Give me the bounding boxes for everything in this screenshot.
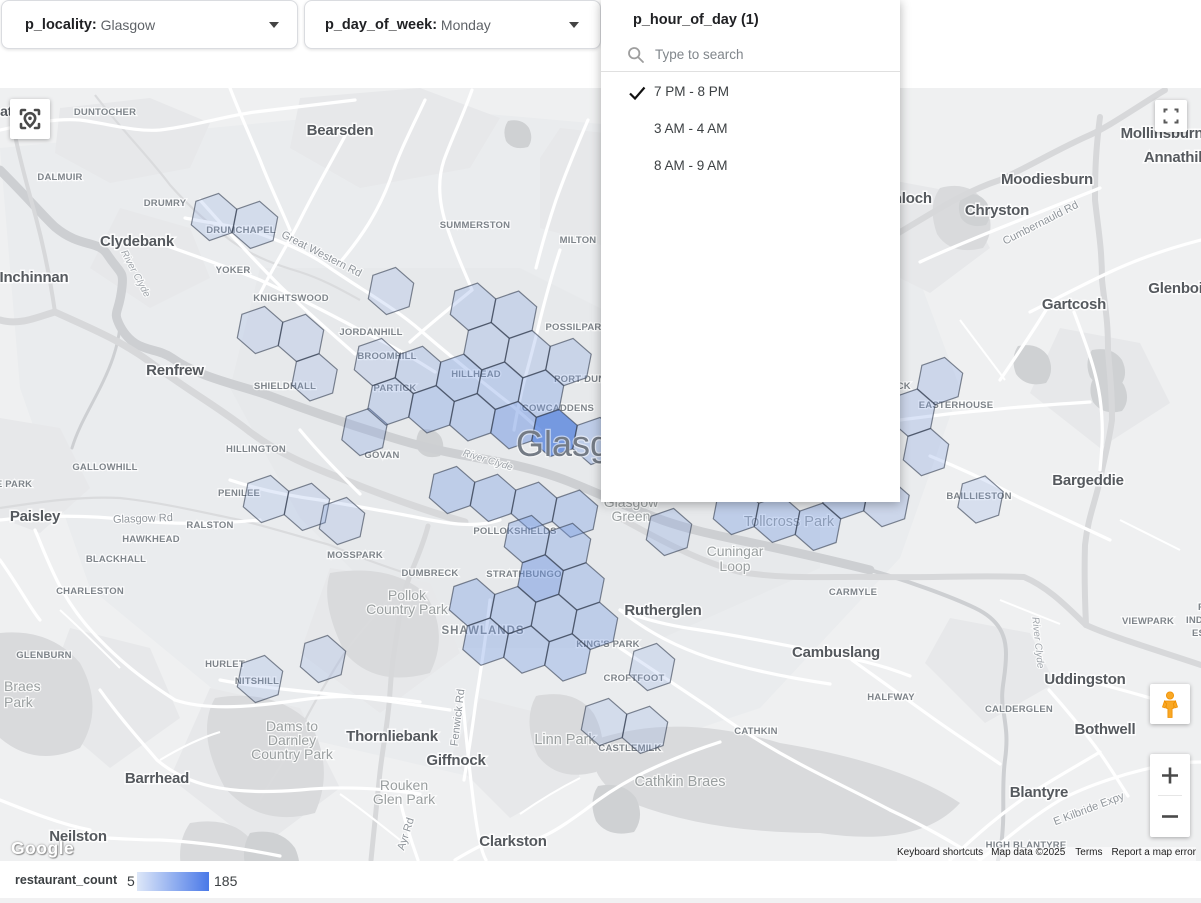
svg-text:Pollok: Pollok: [388, 587, 427, 603]
svg-text:RIG: RIG: [1198, 602, 1201, 613]
svg-text:Linn Park: Linn Park: [534, 732, 596, 748]
svg-text:GALLOWHILL: GALLOWHILL: [72, 462, 137, 473]
svg-text:CATHKIN: CATHKIN: [734, 726, 777, 737]
svg-text:SUMMERSTON: SUMMERSTON: [440, 220, 510, 231]
svg-text:DRUMRY: DRUMRY: [144, 198, 187, 209]
svg-text:INDU: INDU: [1186, 615, 1201, 626]
svg-text:Bearsden: Bearsden: [307, 122, 374, 139]
svg-text:HURLET: HURLET: [205, 659, 245, 670]
svg-text:DUMBRECK: DUMBRECK: [401, 568, 458, 579]
svg-text:Bargeddie: Bargeddie: [1052, 472, 1124, 489]
svg-text:Glen Park: Glen Park: [373, 791, 436, 807]
svg-text:Loop: Loop: [719, 558, 750, 574]
svg-text:Barrhead: Barrhead: [125, 770, 189, 787]
svg-text:POSSILPARK: POSSILPARK: [545, 322, 608, 333]
svg-text:Rouken: Rouken: [380, 777, 428, 793]
svg-text:Blantyre: Blantyre: [1010, 784, 1068, 801]
svg-text:GLENBURN: GLENBURN: [16, 650, 71, 661]
svg-text:Bothwell: Bothwell: [1075, 721, 1136, 738]
svg-text:Country Park: Country Park: [366, 601, 449, 617]
svg-text:Glasgow Rd: Glasgow Rd: [113, 512, 173, 526]
svg-text:Thornliebank: Thornliebank: [346, 728, 439, 745]
svg-text:Cuningar: Cuningar: [707, 543, 764, 559]
svg-text:DRUMCHAPEL: DRUMCHAPEL: [206, 225, 276, 236]
svg-text:BLACKHALL: BLACKHALL: [86, 554, 146, 565]
svg-text:E PARK: E PARK: [0, 479, 32, 490]
svg-text:YOKER: YOKER: [216, 265, 251, 276]
svg-text:Green: Green: [612, 508, 651, 524]
svg-text:SHAWLANDS: SHAWLANDS: [441, 625, 524, 637]
svg-text:Gartcosh: Gartcosh: [1042, 296, 1106, 313]
svg-text:HAWKHEAD: HAWKHEAD: [122, 534, 180, 545]
svg-text:PENILEE: PENILEE: [218, 488, 260, 499]
svg-text:Cambuslang: Cambuslang: [792, 644, 880, 661]
svg-text:Glenboig: Glenboig: [1148, 280, 1201, 297]
svg-text:Darnley: Darnley: [268, 732, 316, 748]
svg-text:Moodiesburn: Moodiesburn: [1001, 171, 1093, 188]
svg-text:Paisley: Paisley: [10, 508, 61, 525]
svg-text:KING'S PARK: KING'S PARK: [576, 639, 639, 650]
svg-text:STRATHBUNGO: STRATHBUNGO: [486, 569, 561, 580]
svg-text:HILLHEAD: HILLHEAD: [451, 369, 501, 380]
svg-text:RALSTON: RALSTON: [186, 520, 233, 531]
svg-text:POLLOKSHIELDS: POLLOKSHIELDS: [473, 526, 556, 537]
svg-text:Inchinnan: Inchinnan: [0, 269, 69, 286]
svg-text:KNIGHTSWOOD: KNIGHTSWOOD: [253, 293, 329, 304]
svg-text:Giffnock: Giffnock: [426, 752, 486, 769]
svg-text:River Clyde: River Clyde: [1029, 616, 1045, 669]
svg-text:Chryston: Chryston: [965, 202, 1029, 219]
svg-text:Country Park: Country Park: [251, 746, 334, 762]
svg-text:Rutherglen: Rutherglen: [624, 602, 701, 619]
svg-text:DALMUIR: DALMUIR: [37, 172, 82, 183]
svg-text:NITSHILL: NITSHILL: [235, 676, 279, 687]
svg-text:HILLINGTON: HILLINGTON: [226, 444, 286, 455]
svg-text:MOSSPARK: MOSSPARK: [327, 550, 383, 561]
svg-text:ES: ES: [1192, 628, 1201, 639]
svg-text:CHARLESTON: CHARLESTON: [56, 586, 124, 597]
svg-text:Neilston: Neilston: [49, 828, 107, 845]
svg-text:Uddingston: Uddingston: [1044, 671, 1125, 688]
svg-text:DUNTOCHER: DUNTOCHER: [74, 107, 136, 118]
svg-text:Clarkston: Clarkston: [479, 833, 546, 850]
svg-text:Renfrew: Renfrew: [146, 362, 204, 379]
svg-text:Annathill: Annathill: [1144, 149, 1201, 166]
svg-text:Cathkin Braes: Cathkin Braes: [634, 774, 725, 790]
svg-text:COWCADDENS: COWCADDENS: [522, 403, 594, 414]
svg-text:Tollcross Park: Tollcross Park: [744, 514, 835, 530]
svg-text:EASTERHOUSE: EASTERHOUSE: [919, 400, 994, 411]
svg-text:PARTICK: PARTICK: [374, 383, 417, 394]
svg-text:Park: Park: [4, 694, 34, 710]
svg-text:CALDERGLEN: CALDERGLEN: [985, 704, 1053, 715]
svg-text:CARMYLE: CARMYLE: [829, 587, 877, 598]
svg-text:SHIELDHALL: SHIELDHALL: [254, 381, 316, 392]
svg-text:GOVAN: GOVAN: [364, 450, 399, 461]
svg-text:Clydebank: Clydebank: [100, 233, 175, 250]
svg-text:VIEWPARK: VIEWPARK: [1122, 616, 1174, 627]
svg-text:Dams to: Dams to: [266, 718, 318, 734]
svg-text:BAILLIESTON: BAILLIESTON: [946, 491, 1011, 502]
svg-text:MILTON: MILTON: [560, 235, 597, 246]
svg-text:Braes: Braes: [4, 678, 41, 694]
svg-text:JORDANHILL: JORDANHILL: [339, 327, 402, 338]
svg-text:HALFWAY: HALFWAY: [867, 692, 915, 703]
